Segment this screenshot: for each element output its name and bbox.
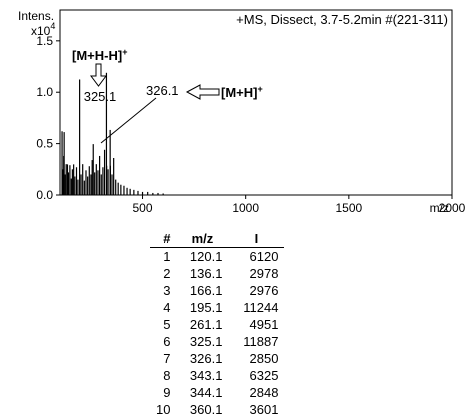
peak-intensity-cell: 2848 [249, 385, 279, 400]
peak-mz-cell: 261.1 [189, 317, 223, 332]
peak-label-326: 326.1 [146, 83, 179, 98]
peak-index-cell: 9 [163, 385, 171, 400]
peak-mz-cell: 326.1 [189, 351, 223, 366]
peak-intensity-cell: 6120 [249, 249, 279, 264]
x-tick-label: 500 [133, 201, 153, 215]
ion-label-mhh: [M+H-H]+ [72, 47, 127, 63]
plot-frame [59, 9, 453, 196]
peak-index-cell: 7 [163, 351, 171, 366]
ion-label-mh: [M+H]+ [221, 84, 263, 100]
peak-index-cell: 3 [163, 283, 171, 298]
table-header-row: # m/z I [150, 230, 285, 248]
peak-intensity-cell: 2978 [249, 266, 279, 281]
peak-intensity-cell: 11244 [243, 300, 279, 315]
peak-intensity-cell: 2850 [249, 351, 279, 366]
peak-intensity-cell: 6325 [249, 368, 279, 383]
column-header-index: # [150, 230, 177, 248]
y-tick-label: 1.5 [36, 34, 53, 48]
table-row: 1 120.1 6120 [150, 248, 284, 266]
peak-mz-cell: 166.1 [189, 283, 223, 298]
y-tick-label: 0.0 [36, 188, 53, 202]
table-row: 8 343.1 6325 [150, 367, 284, 384]
peak-326-leader-line [100, 97, 157, 144]
peak-mz-cell: 136.1 [189, 266, 223, 281]
peak-mz-cell: 344.1 [189, 385, 223, 400]
y-scale-label: x104 [31, 21, 55, 38]
mass-spectrum-chart: Intens. x104 +MS, Dissect, 3.7-5.2min #(… [18, 9, 466, 215]
column-header-mz: m/z [176, 230, 229, 248]
peak-intensity-cell: 11887 [243, 334, 279, 349]
table-row: 2 136.1 2978 [150, 265, 284, 282]
y-axis-label: Intens. [18, 9, 54, 23]
peak-mz-cell: 325.1 [189, 334, 223, 349]
table-row: 5 261.1 4951 [150, 316, 284, 333]
peak-label-325: 325.1 [84, 89, 117, 104]
peak-intensity-cell: 3601 [249, 402, 279, 417]
peak-index-cell: 10 [156, 402, 171, 417]
x-tick-label: 1000 [232, 201, 259, 215]
peak-mz-cell: 195.1 [189, 300, 223, 315]
ion-arrow-down [90, 63, 107, 87]
peak-index-cell: 8 [163, 368, 171, 383]
table-row: 10 360.1 3601 [150, 401, 284, 418]
peak-index-cell: 4 [163, 300, 171, 315]
table-row: 7 326.1 2850 [150, 350, 284, 367]
peak-list-table: # m/z I 1 120.1 6120 2 136.1 2978 3 166.1 2976 4 1… [150, 230, 285, 418]
peak-index-cell: 1 [163, 249, 171, 264]
x-axis-unit: m/z [430, 201, 449, 215]
column-header-intensity: I [228, 230, 285, 248]
peak-mz-cell: 343.1 [189, 368, 223, 383]
spectrum-title: +MS, Dissect, 3.7-5.2min #(221-311) [236, 12, 448, 27]
table-row: 4 195.1 11244 [150, 299, 284, 316]
peak-mz-cell: 120.1 [189, 249, 223, 264]
peak-index-cell: 2 [163, 266, 171, 281]
peak-index-cell: 6 [163, 334, 171, 349]
table-row: 9 344.1 2848 [150, 384, 284, 401]
x-tick-label: 1500 [335, 201, 362, 215]
x-tick-label: 2000 [439, 201, 466, 215]
table-row: 3 166.1 2976 [150, 282, 284, 299]
ion-arrow-left [185, 84, 220, 100]
peak-index-cell: 5 [163, 317, 171, 332]
peak-mz-cell: 360.1 [189, 402, 223, 417]
y-tick-label: 1.0 [36, 85, 53, 99]
peak-intensity-cell: 4951 [249, 317, 279, 332]
y-tick-label: 0.5 [36, 137, 53, 151]
table-row: 6 325.1 11887 [150, 333, 284, 350]
peak-intensity-cell: 2976 [249, 283, 279, 298]
